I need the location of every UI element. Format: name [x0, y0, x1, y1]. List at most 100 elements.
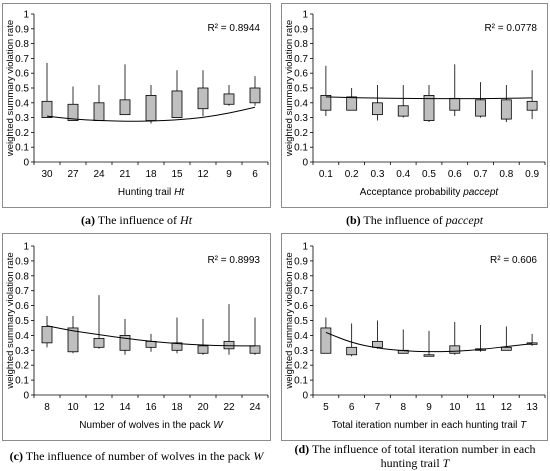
caption-a: (a) The influence of Ht [80, 213, 193, 227]
y-tick-label: 0.4 [294, 98, 308, 109]
y-tick-label: 0.8 [15, 271, 29, 282]
trend-line [325, 96, 533, 100]
y-tick-label: 0.9 [294, 24, 308, 35]
y-tick-label: 0.8 [294, 39, 308, 50]
x-axis-label: Number of wolves in the pack W [79, 420, 224, 431]
x-tick-label: 24 [93, 169, 105, 180]
x-tick-label: 8 [44, 402, 50, 413]
x-axis-label: Hunting trail Ht [118, 187, 185, 198]
x-tick-label: 0.6 [448, 169, 462, 180]
chart-d: 0 0.1 0.2 0.3 0.4 0.5 0.6 0.7 0.8 0.9 1 5 6 7 8 9 10 11 12… [284, 242, 546, 431]
x-tick-label: 0.9 [525, 169, 539, 180]
y-tick-label: 0.5 [15, 316, 29, 327]
x-tick-label: 12 [93, 402, 105, 413]
box [500, 99, 512, 120]
x-tick-label: 10 [449, 402, 461, 413]
x-axis-label: Total iteration number in each hunting t… [332, 420, 527, 431]
box [397, 105, 409, 117]
box [145, 340, 157, 348]
y-tick-label: 0.2 [294, 128, 308, 139]
box [249, 345, 261, 354]
box [372, 340, 383, 348]
box [500, 346, 512, 351]
box [449, 97, 461, 111]
box [119, 335, 131, 351]
y-tick-label: 1 [23, 10, 29, 21]
trend-line [46, 325, 255, 347]
y-axis-label: weighted summary violation rate [284, 20, 295, 157]
x-tick-label: 0.3 [370, 169, 384, 180]
y-tick-label: 1 [302, 242, 308, 253]
box [346, 346, 358, 356]
y-tick-label: 1 [302, 10, 308, 21]
box [171, 342, 183, 351]
y-tick-label: 0.6 [294, 69, 308, 80]
caption-d: (d) The influence of total iteration num… [294, 442, 536, 470]
x-tick-label: 0.8 [499, 169, 513, 180]
y-tick-label: 0.2 [15, 361, 29, 372]
y-tick-label: 0.4 [15, 331, 29, 342]
y-tick-label: 0.5 [15, 84, 29, 95]
y-tick-label: 0.9 [15, 24, 29, 35]
trend-line [325, 331, 533, 353]
x-tick-label: 8 [400, 402, 406, 413]
x-tick-label: 6 [252, 169, 258, 180]
y-axis-label: weighted summary violation rate [284, 252, 295, 389]
x-tick-label: 27 [67, 169, 79, 180]
y-tick-label: 1 [23, 242, 29, 253]
r2-label: R² = 0.606 [490, 255, 537, 266]
y-tick-label: 0.1 [294, 143, 308, 154]
box [320, 95, 332, 111]
box [67, 327, 79, 353]
y-tick-label: 0 [23, 391, 29, 402]
y-tick-label: 0.1 [15, 143, 29, 154]
y-tick-label: 0.3 [294, 346, 308, 357]
x-tick-label: 0.1 [319, 169, 333, 180]
r2-label: R² = 0.0778 [484, 23, 537, 34]
box [223, 93, 235, 105]
r2-label: R² = 0.8944 [207, 23, 260, 34]
y-tick-label: 0.4 [294, 331, 308, 342]
y-tick-label: 0.9 [15, 256, 29, 267]
box [171, 90, 183, 118]
box [423, 354, 435, 357]
box [197, 87, 209, 110]
y-tick-label: 0.6 [294, 301, 308, 312]
x-tick-label: 9 [226, 169, 232, 180]
box [449, 345, 461, 354]
box [93, 337, 105, 348]
x-tick-label: 12 [197, 169, 209, 180]
chart-panel-b: 0 0.1 0.2 0.3 0.4 0.5 0.6 0.7 0.8 0.9 1 0.1 0.2 0.3 0.… [281, 3, 548, 208]
y-tick-label: 0.3 [15, 113, 29, 124]
y-tick-label: 0.2 [294, 361, 308, 372]
caption-b: (b) The influence of paccept [345, 213, 484, 227]
x-tick-label: 24 [249, 402, 261, 413]
y-tick-label: 0.1 [15, 376, 29, 387]
x-tick-label: 7 [375, 402, 381, 413]
y-tick-label: 0.1 [294, 376, 308, 387]
x-tick-label: 9 [426, 402, 432, 413]
x-tick-label: 14 [119, 402, 131, 413]
r2-label: R² = 0.8993 [207, 255, 260, 266]
box [197, 345, 209, 354]
y-tick-label: 0.7 [15, 286, 29, 297]
y-tick-label: 0.2 [15, 128, 29, 139]
y-axis-label: weighted summary violation rate [5, 20, 16, 157]
y-tick-label: 0.8 [294, 271, 308, 282]
x-tick-label: 18 [145, 169, 157, 180]
y-tick-label: 0 [302, 391, 308, 402]
chart-c: 00.10.20.30.40.50.60.70.80.918 10 12 14 16 18… [5, 242, 269, 431]
x-tick-label: 13 [527, 402, 539, 413]
y-tick-label: 0.7 [294, 286, 308, 297]
y-axis-label: weighted summary violation rate [5, 252, 16, 389]
box [223, 340, 235, 350]
x-tick-label: 18 [171, 402, 183, 413]
box [41, 326, 53, 344]
x-tick-label: 0.5 [422, 169, 436, 180]
x-tick-label: 10 [67, 402, 79, 413]
x-tick-label: 11 [475, 402, 486, 413]
box [119, 99, 131, 116]
box [41, 100, 53, 119]
box [526, 100, 538, 111]
x-tick-label: 22 [223, 402, 235, 413]
